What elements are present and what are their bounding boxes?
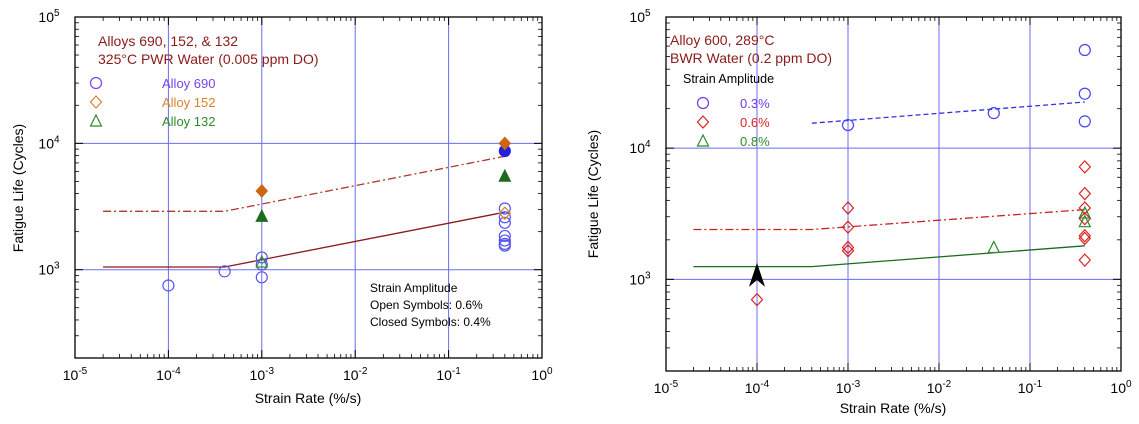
title-line-1: Alloys 690, 152, & 132 — [98, 33, 238, 49]
legend-diamond-icon — [89, 95, 103, 109]
data-point-circle — [1078, 43, 1091, 57]
x-tick-label: 10-4 — [156, 366, 181, 383]
data-point-diamond — [841, 201, 855, 215]
data-point-diamond — [841, 243, 855, 258]
x-tick-label: 10-2 — [343, 366, 368, 383]
x-tick-label: 100 — [1110, 379, 1132, 396]
data-point-diamond — [1078, 201, 1092, 215]
data-point-circle — [498, 229, 511, 243]
data-point-triangle — [255, 254, 269, 268]
data-point-diamond — [750, 292, 764, 307]
y-axis-label: Fatigue Life (Cycles) — [10, 124, 26, 252]
x-tick-label: 10-1 — [436, 366, 461, 383]
data-point-circle — [498, 234, 511, 247]
x-tick-label: 10-5 — [654, 379, 679, 396]
data-point-diamond — [1078, 186, 1092, 201]
data-point-triangle — [1078, 205, 1092, 219]
data-point-circle — [841, 118, 855, 132]
data-point-circle — [1078, 87, 1091, 100]
x-axis-label: Strain Rate (%/s) — [840, 400, 947, 416]
legend-triangle-icon — [89, 113, 103, 127]
legend-title: Strain Amplitude — [683, 72, 774, 86]
legend-diamond-icon — [696, 115, 710, 129]
chart-2: 10-5 10-4 10-3 10-2 10-1 100 103 104 105 Strain R… — [585, 8, 1132, 416]
y-tick-label: 104 — [629, 139, 651, 156]
data-point-diamond — [841, 220, 855, 235]
trend-line-dashed — [811, 101, 1085, 124]
data-point-diamond — [1078, 231, 1092, 246]
plot-frame — [74, 16, 543, 359]
data-point-diamond — [498, 136, 512, 151]
note-line-3: Closed Symbols: 0.4% — [370, 315, 491, 329]
trend-line-dashdot — [103, 155, 505, 212]
plot-frame — [665, 16, 1122, 372]
trend-line-solid — [693, 245, 1085, 268]
data-point-diamond — [1078, 228, 1092, 243]
y-tick-label: 103 — [38, 261, 60, 278]
data-point-circle — [987, 107, 1000, 120]
legend-label: Alloy 132 — [162, 114, 215, 129]
data-point-triangle — [987, 240, 1001, 254]
data-point-circle — [255, 271, 268, 284]
x-tick-label: 10-5 — [63, 366, 88, 383]
x-axis-label: Strain Rate (%/s) — [255, 390, 362, 406]
legend-label: Alloy 152 — [162, 95, 215, 110]
data-point-diamond — [498, 206, 512, 221]
data-point-circle — [162, 279, 175, 292]
legend-label: 0.6% — [740, 115, 770, 130]
legend-label: Alloy 690 — [162, 76, 215, 91]
data-point-triangle — [255, 208, 269, 222]
note-line-2: Open Symbols: 0.6% — [370, 298, 483, 312]
legend-label: 0.8% — [740, 134, 770, 149]
data-point-circle — [498, 211, 511, 224]
title-line-2: 325°C PWR Water (0.005 ppm DO) — [98, 51, 319, 67]
x-tick-label: 10-1 — [1018, 379, 1043, 396]
x-tick-label: 10-4 — [745, 379, 770, 396]
legend-circle-icon — [89, 76, 103, 90]
title-line-2: BWR Water (0.2 ppm DO) — [670, 50, 832, 66]
trend-line-dashdot — [693, 208, 1085, 231]
data-point-diamond — [841, 240, 855, 255]
data-point-circle — [218, 265, 231, 278]
data-point-diamond — [1078, 211, 1092, 226]
data-point-diamond — [1078, 253, 1092, 268]
legend-label: 0.3% — [740, 96, 770, 111]
note-line-1: Strain Amplitude — [370, 281, 458, 295]
x-tick-label: 100 — [531, 366, 553, 383]
y-tick-label: 103 — [629, 270, 651, 287]
y-tick-label: 104 — [38, 134, 60, 151]
data-point-triangle — [498, 168, 512, 182]
legend-triangle-icon — [696, 133, 710, 147]
title-line-1: Alloy 600, 289°C — [670, 32, 774, 48]
y-axis-label: Fatigue Life (Cycles) — [585, 130, 601, 258]
data-point-circle — [498, 239, 511, 252]
data-point-triangle — [1078, 214, 1092, 228]
data-point-circle — [1078, 115, 1091, 128]
x-tick-label: 10-3 — [250, 366, 275, 383]
chart-1: 10-5 10-4 10-3 10-2 10-1 100 103 104 105 Strain R… — [10, 8, 553, 406]
y-tick-label: 105 — [629, 8, 651, 25]
runout-arrow-icon — [748, 262, 766, 287]
y-tick-label: 105 — [38, 8, 60, 25]
data-point-diamond — [255, 184, 269, 198]
x-tick-label: 10-3 — [836, 379, 861, 396]
legend-circle-icon — [696, 96, 710, 110]
data-point-circle — [255, 258, 268, 271]
data-point-circle — [255, 251, 268, 264]
trend-line-solid — [103, 211, 505, 268]
data-point-diamond — [1078, 159, 1092, 174]
data-point-circle — [498, 202, 511, 215]
data-point-circle — [498, 216, 511, 229]
x-tick-label: 10-2 — [927, 379, 952, 396]
